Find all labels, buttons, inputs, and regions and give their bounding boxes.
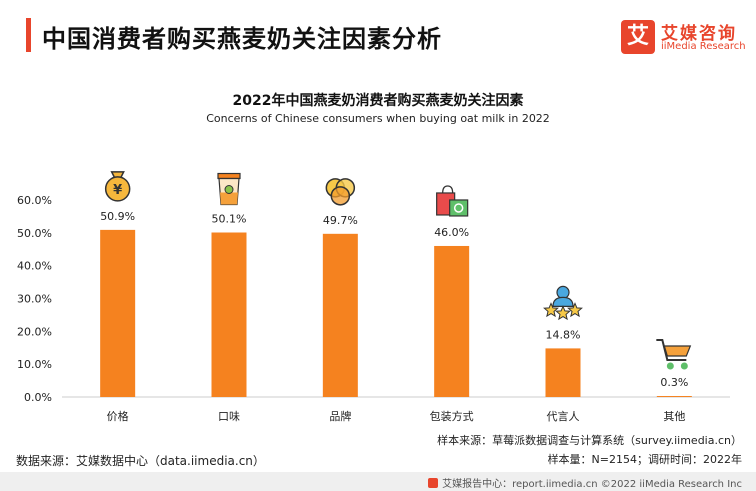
bar <box>434 245 470 397</box>
shopping-cart-icon <box>656 339 692 370</box>
chart-title: 2022年中国燕麦奶消费者购买燕麦奶关注因素 <box>232 93 524 109</box>
copyright: 艾媒报告中心：report.iimedia.cn ©2022 iiMedia R… <box>428 475 742 490</box>
spokesperson-stars-icon <box>543 285 583 321</box>
data-source: 数据来源：艾媒数据中心（data.iimedia.cn） <box>16 454 265 468</box>
title-accent-bar <box>26 18 31 52</box>
x-tick-label: 包装方式 <box>430 409 474 423</box>
sample-size: 样本量：N=2154；调研时间：2022年 <box>547 453 742 466</box>
data-label: 50.9% <box>100 210 135 223</box>
x-tick-label: 价格 <box>107 409 129 423</box>
data-label: 46.0% <box>434 226 469 239</box>
page-title: 中国消费者购买燕麦奶关注因素分析 <box>42 25 442 53</box>
bar <box>100 229 136 397</box>
x-tick-label: 口味 <box>218 410 240 423</box>
bar <box>322 233 358 397</box>
y-tick-label: 40.0% <box>17 260 52 273</box>
drink-cup-icon <box>217 172 241 206</box>
footer-strip <box>0 472 756 491</box>
data-label: 50.1% <box>212 213 247 226</box>
brand-circles-icon <box>325 178 356 206</box>
y-tick-label: 30.0% <box>17 293 52 306</box>
y-tick-label: 60.0% <box>17 194 52 207</box>
bar <box>211 232 247 397</box>
y-tick-label: 0.0% <box>24 391 52 404</box>
copyright-text: 艾媒报告中心：report.iimedia.cn ©2022 iiMedia R… <box>442 479 742 490</box>
logo-english-name: iiMedia Research <box>661 41 746 52</box>
shopping-bags-icon <box>436 185 469 217</box>
x-tick-label: 其他 <box>663 410 685 423</box>
money-bag-icon: ¥ <box>104 171 131 202</box>
chart-subtitle: Concerns of Chinese consumers when buyin… <box>206 112 550 125</box>
data-label: 49.7% <box>323 214 358 227</box>
logo-mark: 艾 <box>621 20 655 54</box>
bar <box>656 396 692 397</box>
iimedia-logo: 艾 艾媒咨询 iiMedia Research <box>621 20 746 56</box>
logo-chinese-name: 艾媒咨询 <box>661 24 737 44</box>
sample-source: 样本来源：草莓派数据调查与计算系统（survey.iimedia.cn） <box>437 434 742 447</box>
x-tick-label: 代言人 <box>547 410 580 423</box>
y-tick-label: 50.0% <box>17 227 52 240</box>
data-label: 0.3% <box>660 376 688 389</box>
report-center-icon <box>428 478 439 488</box>
y-tick-label: 20.0% <box>17 325 52 338</box>
y-tick-label: 10.0% <box>17 358 52 371</box>
data-label: 14.8% <box>546 328 581 341</box>
x-tick-label: 品牌 <box>329 409 351 423</box>
svg-text:¥: ¥ <box>113 183 122 198</box>
bar <box>545 348 581 397</box>
